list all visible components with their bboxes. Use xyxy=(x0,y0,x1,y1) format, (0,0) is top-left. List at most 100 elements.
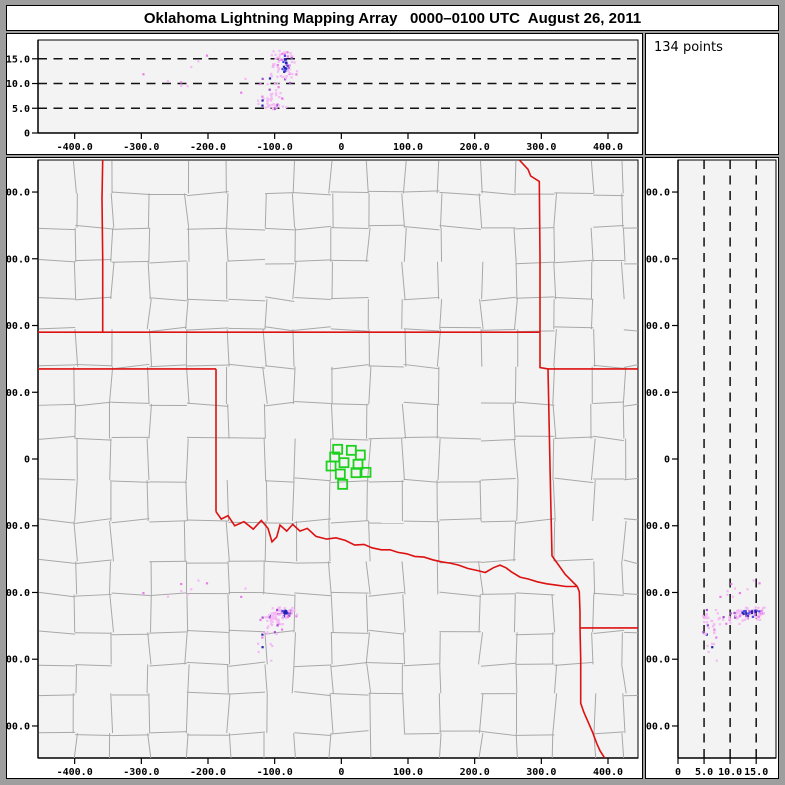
county-line xyxy=(622,227,626,262)
vhf-source-point xyxy=(261,633,264,636)
vhf-source-point xyxy=(142,73,145,76)
county-line xyxy=(330,364,369,370)
county-line xyxy=(111,260,150,263)
county-line xyxy=(330,191,369,194)
county-line xyxy=(228,632,231,665)
plot-area xyxy=(37,39,639,134)
county-line xyxy=(149,364,187,368)
county-line xyxy=(369,693,371,734)
county-line xyxy=(293,438,296,481)
county-line xyxy=(553,521,556,562)
vhf-source-point xyxy=(197,60,200,63)
vhf-source-point xyxy=(190,588,193,591)
county-line xyxy=(38,558,76,564)
county-line xyxy=(265,480,268,522)
vhf-source-point xyxy=(271,607,274,610)
vhf-source-point xyxy=(703,632,706,636)
county-line xyxy=(294,562,331,564)
vhf-source-point xyxy=(722,616,725,619)
county-line xyxy=(291,193,296,228)
vhf-source-point xyxy=(738,622,741,625)
vhf-source-point xyxy=(273,63,276,66)
county-line xyxy=(401,261,406,300)
vhf-source-point xyxy=(293,609,296,612)
county-line xyxy=(294,477,331,482)
county-line xyxy=(73,520,78,562)
vhf-source-point xyxy=(266,102,269,105)
vhf-source-point xyxy=(289,81,292,85)
county-line xyxy=(402,632,406,665)
county-line xyxy=(552,693,558,734)
county-line xyxy=(403,226,440,231)
county-line xyxy=(438,733,442,758)
county-line xyxy=(403,363,440,370)
county-line xyxy=(437,521,440,562)
county-line xyxy=(514,299,518,330)
vhf-source-point xyxy=(290,56,293,60)
county-line xyxy=(75,593,112,597)
vhf-source-point xyxy=(271,108,274,111)
vhf-source-point xyxy=(180,81,183,84)
vhf-source-point xyxy=(269,93,272,96)
county-line xyxy=(111,592,150,597)
county-line xyxy=(111,633,150,636)
vhf-source-point xyxy=(278,606,281,609)
vhf-source-point xyxy=(257,99,260,102)
county-line xyxy=(403,190,440,193)
vhf-source-point xyxy=(261,636,264,639)
vhf-source-point xyxy=(744,606,748,609)
vhf-source-point xyxy=(726,593,729,596)
county-line xyxy=(622,403,625,439)
vhf-source-point xyxy=(287,67,291,70)
vhf-source-point xyxy=(295,615,298,618)
county-line xyxy=(330,664,334,694)
county-line xyxy=(623,592,638,596)
county-line xyxy=(404,329,407,367)
county-line xyxy=(553,261,557,300)
state-border-line xyxy=(101,160,104,333)
altitude-ew-plot[interactable]: 0 5.0 10.0 15.0 -400.0 -300.0 -200.0 -100.0 0 100… xyxy=(7,34,642,154)
vhf-source-point xyxy=(761,607,765,610)
county-line xyxy=(294,691,331,697)
vhf-source-point xyxy=(261,104,264,107)
county-line xyxy=(403,227,407,262)
vhf-source-point xyxy=(731,595,734,598)
vhf-source-point xyxy=(269,99,273,102)
county-line xyxy=(593,329,596,367)
y-tick-label: -200.0 xyxy=(646,588,670,599)
x-tick-label: 0 xyxy=(338,142,344,153)
vhf-source-point xyxy=(706,644,709,648)
altitude-ns-plot[interactable]: 400.0 300.0 200.0 100.0 0 -100.0 -200.0 -300.0 -… xyxy=(646,158,778,778)
vhf-source-point xyxy=(244,587,247,590)
vhf-source-point xyxy=(166,79,170,83)
county-line xyxy=(368,629,404,635)
county-line xyxy=(265,480,295,483)
county-line xyxy=(263,403,266,439)
county-line xyxy=(401,561,406,595)
county-line xyxy=(146,299,152,330)
county-line xyxy=(553,329,557,367)
vhf-source-point xyxy=(716,612,719,615)
y-tick-label: -200.0 xyxy=(7,588,30,599)
state-border-line xyxy=(579,627,606,758)
x-tick-label: 200.0 xyxy=(460,142,490,153)
vhf-source-point xyxy=(273,617,276,620)
vhf-source-point xyxy=(739,612,742,615)
county-line xyxy=(480,329,483,367)
county-line xyxy=(403,520,440,523)
y-tick-label: -400.0 xyxy=(646,721,670,732)
county-line xyxy=(186,327,229,331)
y-tick-label: 300.0 xyxy=(646,254,670,265)
plan-view-plot[interactable]: 400.0 300.0 200.0 100.0 0 -100.0 -200.0 -300.0 -… xyxy=(7,158,642,778)
vhf-source-point xyxy=(289,51,292,55)
county-line xyxy=(186,436,229,439)
page-title: Oklahoma Lightning Mapping Array 0000–01… xyxy=(143,9,642,27)
county-line xyxy=(227,561,231,595)
county-line xyxy=(74,403,77,439)
vhf-source-point xyxy=(278,55,281,58)
y-tick-label: 100.0 xyxy=(7,388,30,399)
vhf-source-point xyxy=(290,60,294,64)
county-line xyxy=(512,403,516,439)
county-line xyxy=(228,661,266,667)
vhf-source-point xyxy=(710,642,714,645)
